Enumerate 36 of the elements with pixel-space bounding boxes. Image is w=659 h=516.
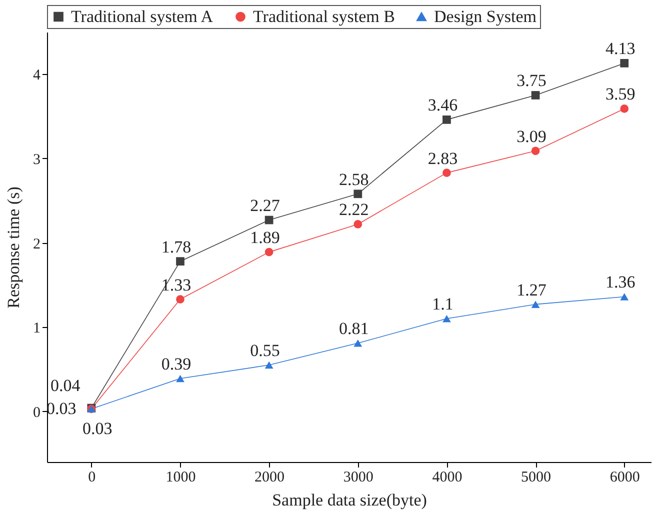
y-tick-label: 2 (33, 236, 40, 252)
data-label: 1.89 (250, 228, 280, 248)
data-label: 3.75 (516, 71, 546, 90)
data-label: 3.09 (516, 126, 546, 146)
data-label: 4.13 (605, 39, 636, 58)
y-tick-label: 3 (33, 152, 40, 168)
x-tick-label: 1000 (166, 470, 196, 486)
data-label: 3.46 (428, 96, 458, 115)
data-label: 2.22 (339, 200, 369, 220)
x-tick-label: 6000 (610, 470, 640, 486)
data-label: 0.55 (250, 341, 280, 360)
legend-label: Traditional system B (253, 6, 395, 26)
legend-label: Traditional system A (71, 6, 214, 26)
data-label: 3.59 (605, 84, 636, 104)
data-label: 1.27 (516, 280, 547, 300)
y-tick-label: 0 (33, 404, 40, 421)
x-tick-label: 5000 (521, 470, 552, 486)
data-label: 0.03 (82, 418, 112, 438)
data-label: 2.27 (250, 196, 280, 216)
x-tick-label: 3000 (343, 470, 374, 486)
data-label: 1.78 (161, 237, 192, 256)
data-label: 2.83 (428, 148, 458, 168)
data-label: 1.36 (605, 272, 636, 292)
x-tick-label: 4000 (432, 470, 462, 486)
y-axis-title: Response time (s) (4, 186, 23, 308)
y-tick-label: 4 (33, 68, 41, 84)
x-tick-label: 0 (88, 470, 96, 486)
y-tick-label: 1 (33, 320, 40, 337)
x-tick-label: 2000 (254, 470, 285, 486)
data-label: 1.1 (432, 294, 454, 314)
legend-label: Design System (434, 6, 536, 26)
data-label: 2.58 (339, 170, 369, 189)
data-label: 0.04 (50, 376, 81, 396)
data-label: 0.39 (161, 354, 192, 374)
data-label: 0.81 (339, 319, 369, 338)
x-axis-title: Sample data size(byte) (272, 490, 427, 510)
